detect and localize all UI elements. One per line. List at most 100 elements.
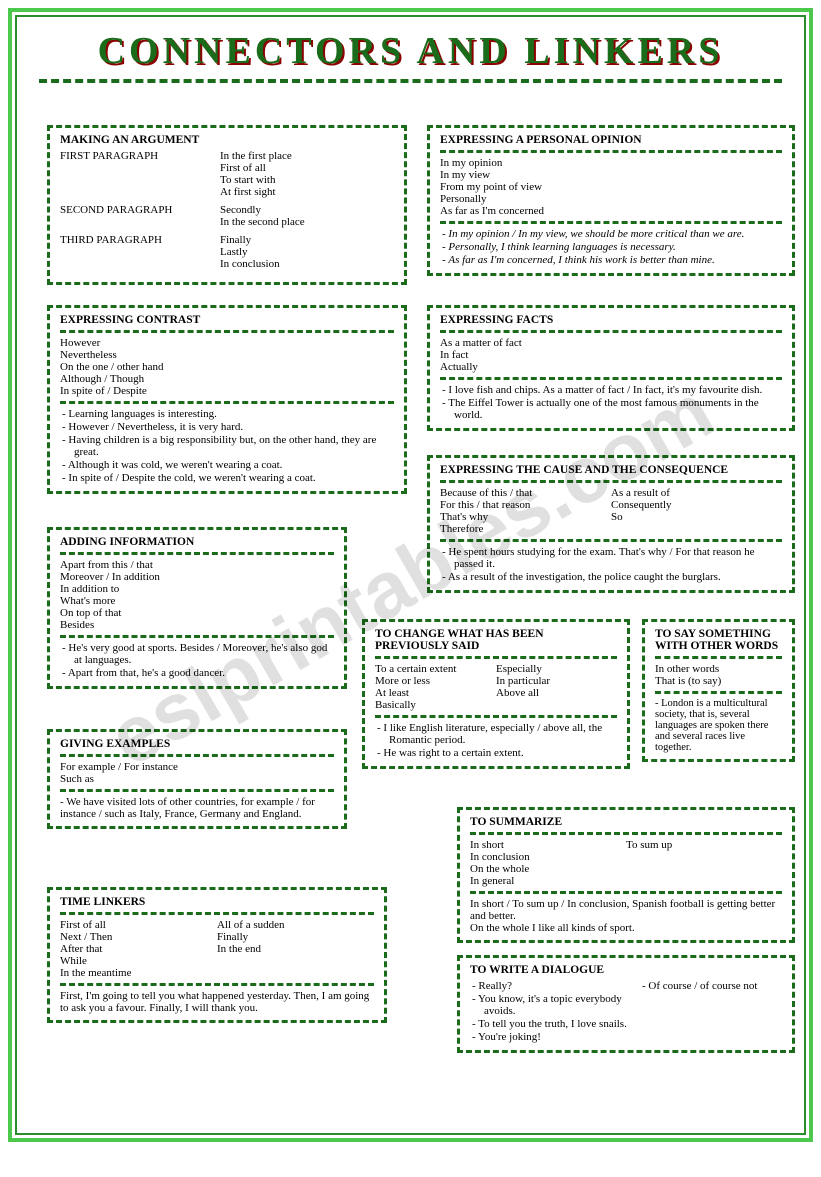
box-facts: EXPRESSING FACTS As a matter of factIn f… xyxy=(427,305,795,431)
box-adding: ADDING INFORMATION Apart from this / tha… xyxy=(47,527,347,689)
box-title: EXPRESSING THE CAUSE AND THE CONSEQUENCE xyxy=(440,464,782,476)
list-item: Basically xyxy=(375,699,496,711)
box-other-words: TO SAY SOMETHING WITH OTHER WORDS In oth… xyxy=(642,619,795,762)
list-item: For example / For instance xyxy=(60,761,334,773)
box-title: TO CHANGE WHAT HAS BEEN PREVIOUSLY SAID xyxy=(375,628,617,652)
list-item: Actually xyxy=(440,361,782,373)
example-text: - We have visited lots of other countrie… xyxy=(60,796,334,820)
list-item: After that xyxy=(60,943,217,955)
outer-frame: CONNECTORS AND LINKERS eslprintables.com… xyxy=(8,8,813,1142)
list-item: Especially xyxy=(496,663,617,675)
list-item: Although it was cold, we weren't wearing… xyxy=(74,459,394,471)
examples: He spent hours studying for the exam. Th… xyxy=(440,546,782,583)
list-item: Personally, I think learning languages i… xyxy=(454,241,782,253)
list-item: Besides xyxy=(60,619,334,631)
list-item: Above all xyxy=(496,687,617,699)
list-item: As a result of the investigation, the po… xyxy=(454,571,782,583)
inner-list: For example / For instanceSuch as xyxy=(60,754,334,792)
argument-row: SECOND PARAGRAPH SecondlyIn the second p… xyxy=(60,204,394,228)
inner-list: As a matter of factIn factActually xyxy=(440,330,782,380)
list-item: The Eiffel Tower is actually one of the … xyxy=(454,397,782,421)
list-item: In my view xyxy=(440,169,782,181)
box-title: GIVING EXAMPLES xyxy=(60,738,334,750)
dialogue-right: - Of course / of course not xyxy=(642,980,782,1044)
list-item: In addition to xyxy=(60,583,334,595)
inner-list: In my opinionIn my viewFrom my point of … xyxy=(440,150,782,224)
list-item: In short / To sum up / In conclusion, Sp… xyxy=(470,898,782,922)
argument-label: SECOND PARAGRAPH xyxy=(60,204,220,228)
list-item: First of all xyxy=(60,919,217,931)
examples: Learning languages is interesting.Howeve… xyxy=(60,408,394,484)
list-item: In conclusion xyxy=(470,851,626,863)
box-contrast: EXPRESSING CONTRAST HoweverNeverthelessO… xyxy=(47,305,407,494)
box-time: TIME LINKERS First of allNext / ThenAfte… xyxy=(47,887,387,1023)
example-text: First, I'm going to tell you what happen… xyxy=(60,990,374,1014)
examples: I love fish and chips. As a matter of fa… xyxy=(440,384,782,421)
inner-list: HoweverNeverthelessOn the one / other ha… xyxy=(60,330,394,404)
list-item: In the meantime xyxy=(60,967,217,979)
box-examples: GIVING EXAMPLES For example / For instan… xyxy=(47,729,347,829)
list-item: To start with xyxy=(220,174,394,186)
list-item: Really? xyxy=(484,980,642,992)
list-item: As far as I'm concerned, I think his wor… xyxy=(454,254,782,266)
list-item: In short xyxy=(470,839,626,851)
list-item: That is (to say) xyxy=(655,675,782,687)
examples: In my opinion / In my view, we should be… xyxy=(440,228,782,266)
list-item: While xyxy=(60,955,217,967)
list-item: As far as I'm concerned xyxy=(440,205,782,217)
argument-items: In the first placeFirst of allTo start w… xyxy=(220,150,394,198)
list-item: On the one / other hand xyxy=(60,361,394,373)
list-item: In conclusion xyxy=(220,258,394,270)
list-item: More or less xyxy=(375,675,496,687)
list-item: In fact xyxy=(440,349,782,361)
list-item: He spent hours studying for the exam. Th… xyxy=(454,546,782,570)
list-item: However xyxy=(60,337,394,349)
list-item: Finally xyxy=(217,931,374,943)
box-title: EXPRESSING A PERSONAL OPINION xyxy=(440,134,782,146)
list-item: At first sight xyxy=(220,186,394,198)
list-item: I like English literature, especially / … xyxy=(389,722,617,746)
list-item: Consequently xyxy=(611,499,782,511)
list-item: In other words xyxy=(655,663,782,675)
argument-label: FIRST PARAGRAPH xyxy=(60,150,220,198)
list-item: Personally xyxy=(440,193,782,205)
list-item: In the second place xyxy=(220,216,394,228)
box-making-argument: MAKING AN ARGUMENT FIRST PARAGRAPH In th… xyxy=(47,125,407,285)
examples: I like English literature, especially / … xyxy=(375,722,617,759)
list-item: Learning languages is interesting. xyxy=(74,408,394,420)
box-title: TIME LINKERS xyxy=(60,896,374,908)
box-cause: EXPRESSING THE CAUSE AND THE CONSEQUENCE… xyxy=(427,455,795,593)
list-item: On the whole I like all kinds of sport. xyxy=(470,922,782,934)
inner-frame: CONNECTORS AND LINKERS eslprintables.com… xyxy=(15,15,806,1135)
examples: He's very good at sports. Besides / More… xyxy=(60,642,334,679)
list-item: Secondly xyxy=(220,204,394,216)
list-item: In general xyxy=(470,875,626,887)
list-item: You know, it's a topic everybody avoids. xyxy=(484,993,642,1017)
box-change: TO CHANGE WHAT HAS BEEN PREVIOUSLY SAID … xyxy=(362,619,630,769)
example-text: - London is a multicultural society, tha… xyxy=(655,698,782,753)
list-item: Lastly xyxy=(220,246,394,258)
box-personal-opinion: EXPRESSING A PERSONAL OPINION In my opin… xyxy=(427,125,795,276)
box-title: EXPRESSING FACTS xyxy=(440,314,782,326)
list-item: Although / Though xyxy=(60,373,394,385)
list-item: I love fish and chips. As a matter of fa… xyxy=(454,384,782,396)
list-item: As a matter of fact xyxy=(440,337,782,349)
argument-row: THIRD PARAGRAPH FinallyLastlyIn conclusi… xyxy=(60,234,394,270)
list-item: What's more xyxy=(60,595,334,607)
list-item: In particular xyxy=(496,675,617,687)
list-item: To a certain extent xyxy=(375,663,496,675)
list-item: He's very good at sports. Besides / More… xyxy=(74,642,334,666)
box-title: TO WRITE A DIALOGUE xyxy=(470,964,782,976)
list-item: However / Nevertheless, it is very hard. xyxy=(74,421,394,433)
list-item: To sum up xyxy=(626,839,782,851)
list-item: First of all xyxy=(220,162,394,174)
list-item: To tell you the truth, I love snails. xyxy=(484,1018,642,1030)
list-item: On the whole xyxy=(470,863,626,875)
argument-items: SecondlyIn the second place xyxy=(220,204,394,228)
list-item: Therefore xyxy=(440,523,611,535)
argument-rows: FIRST PARAGRAPH In the first placeFirst … xyxy=(60,150,394,270)
argument-label: THIRD PARAGRAPH xyxy=(60,234,220,270)
list-item: On top of that xyxy=(60,607,334,619)
list-item: In my opinion / In my view, we should be… xyxy=(454,228,782,240)
list-item: From my point of view xyxy=(440,181,782,193)
